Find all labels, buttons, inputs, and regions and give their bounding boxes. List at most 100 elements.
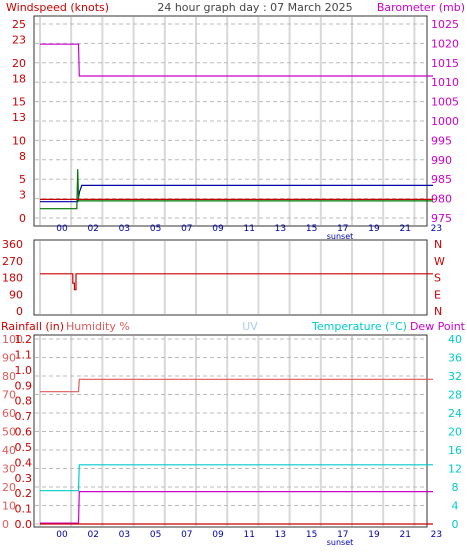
compass-tick-label: N	[434, 238, 442, 251]
barometer-tick-label: 990	[431, 154, 452, 167]
humidity-tick-label: 100	[2, 333, 23, 346]
wind-direction-line	[40, 273, 433, 291]
windspeed-tick-label: 15	[12, 96, 26, 109]
rainfall-tick-label: 0.6	[15, 426, 33, 439]
compass-tick-label: E	[434, 288, 441, 301]
rainfall-axis-label: Rainfall (in)	[1, 320, 64, 333]
x-tick-label: 00	[56, 530, 68, 540]
windspeed-axis-label: Windspeed (knots)	[6, 1, 109, 14]
x-tick-label: 15	[306, 530, 317, 540]
windspeed-tick-label: 10	[12, 134, 26, 147]
humidity-tick-label: 50	[2, 426, 16, 439]
temperature-tick-label: 12	[448, 463, 462, 476]
bottom-chart-series-line	[40, 378, 433, 393]
barometer-tick-label: 1005	[431, 96, 459, 109]
x-tick-label: 05	[150, 530, 161, 540]
temperature-axis-label: Temperature (°C)	[311, 320, 407, 333]
x-tick-label: 21	[399, 224, 410, 234]
x-tick-label: 23	[431, 224, 442, 234]
x-tick-label: 19	[368, 224, 380, 234]
rainfall-tick-label: 0.8	[15, 395, 33, 408]
humidity-tick-label: 90	[2, 352, 16, 365]
temperature-tick-label: 16	[448, 444, 462, 457]
temperature-tick-label: 4	[452, 500, 459, 513]
humidity-tick-label: 10	[2, 500, 16, 513]
windspeed-tick-label: 18	[12, 72, 26, 85]
wind-direction-tick-label: 360	[2, 238, 23, 251]
compass-tick-label: N	[434, 305, 442, 318]
x-tick-label: 05	[150, 224, 161, 234]
windspeed-tick-label: 0	[19, 212, 26, 225]
rainfall-tick-label: 0.0	[15, 518, 33, 531]
humidity-tick-label: 0	[2, 518, 9, 531]
sunset-marker-label: sunset	[327, 232, 354, 241]
temperature-tick-label: 28	[448, 389, 462, 402]
humidity-tick-label: 20	[2, 481, 16, 494]
barometer-axis-label: Barometer (mb)	[377, 1, 465, 14]
x-tick-label: 03	[119, 224, 130, 234]
rainfall-tick-label: 0.1	[15, 503, 33, 516]
humidity-tick-label: 70	[2, 389, 16, 402]
x-tick-label: 11	[243, 224, 254, 234]
windspeed-tick-label: 13	[12, 111, 26, 124]
x-tick-label: 13	[275, 224, 286, 234]
barometer-tick-label: 975	[431, 212, 452, 225]
humidity-axis-label: Humidity %	[66, 320, 130, 333]
barometer-tick-label: 995	[431, 134, 452, 147]
chart-title: 24 hour graph day : 07 March 2025	[157, 1, 352, 14]
x-tick-label: 21	[399, 530, 410, 540]
windspeed-tick-label: 8	[19, 150, 26, 163]
windspeed-tick-label: 5	[19, 173, 26, 186]
x-tick-label: 13	[275, 530, 286, 540]
barometer-tick-label: 1025	[431, 18, 459, 31]
dew-point-axis-label: Dew Point	[410, 320, 466, 333]
compass-tick-label: S	[434, 272, 441, 285]
x-tick-label: 02	[87, 224, 98, 234]
x-tick-label: 19	[368, 530, 380, 540]
barometer-tick-label: 1010	[431, 76, 459, 89]
x-tick-label: 03	[119, 530, 130, 540]
rainfall-tick-label: 1.0	[15, 364, 33, 377]
rainfall-tick-label: 0.9	[15, 379, 33, 392]
wind-direction-tick-label: 180	[2, 272, 23, 285]
windspeed-tick-label: 25	[12, 18, 26, 31]
rainfall-tick-label: 0.3	[15, 472, 33, 485]
top-chart-series-line	[40, 184, 433, 203]
bottom-chart-series-line	[40, 491, 433, 524]
barometer-tick-label: 1015	[431, 57, 459, 70]
barometer-tick-label: 1020	[431, 37, 459, 50]
x-tick-label: 17	[337, 224, 348, 234]
rainfall-tick-label: 0.2	[15, 487, 33, 500]
humidity-tick-label: 40	[2, 444, 16, 457]
temperature-tick-label: 36	[448, 352, 462, 365]
top-chart-series-line	[40, 43, 433, 77]
x-tick-label: 07	[181, 530, 192, 540]
x-tick-label: 02	[87, 530, 98, 540]
x-tick-label: 09	[212, 224, 224, 234]
rainfall-tick-label: 0.5	[15, 441, 33, 454]
windspeed-tick-label: 20	[12, 57, 26, 70]
humidity-tick-label: 80	[2, 370, 16, 383]
humidity-tick-label: 30	[2, 463, 16, 476]
x-tick-label: 00	[56, 224, 68, 234]
barometer-tick-label: 985	[431, 173, 452, 186]
plot-frame-2	[33, 239, 428, 316]
rainfall-tick-label: 0.4	[15, 456, 33, 469]
wind-direction-tick-label: 0	[16, 305, 23, 318]
windspeed-tick-label: 3	[19, 189, 26, 202]
x-tick-label: 23	[431, 530, 442, 540]
x-tick-label: 09	[212, 530, 224, 540]
windspeed-tick-label: 23	[12, 34, 26, 47]
wind-direction-tick-label: 90	[9, 288, 23, 301]
uv-axis-label: UV	[242, 320, 258, 333]
temperature-tick-label: 0	[452, 518, 459, 531]
rainfall-tick-label: 1.1	[15, 348, 33, 361]
rainfall-tick-label: 1.2	[15, 333, 33, 346]
sunset-marker-label: sunset	[327, 538, 354, 547]
top-chart-series-line	[40, 169, 433, 210]
humidity-tick-label: 60	[2, 407, 16, 420]
compass-tick-label: W	[434, 255, 445, 268]
rainfall-tick-label: 0.7	[15, 410, 33, 423]
